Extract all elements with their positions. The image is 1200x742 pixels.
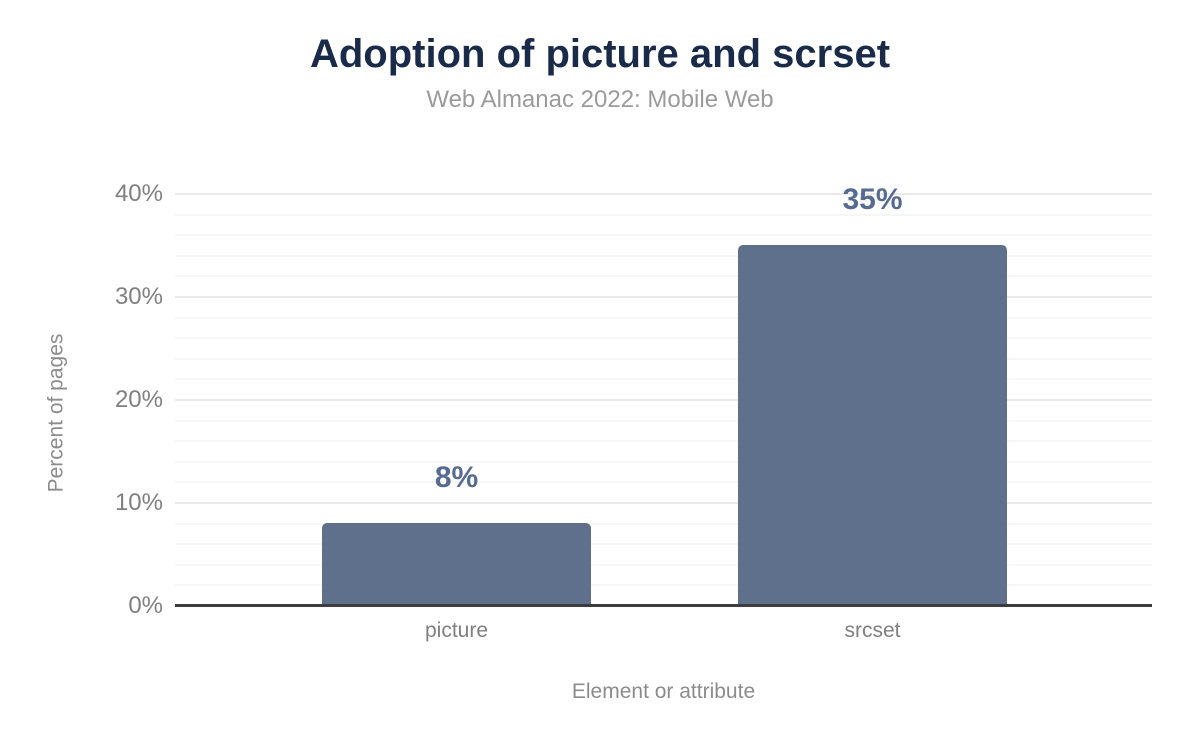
gridline-major: [175, 296, 1152, 298]
gridline-major: [175, 399, 1152, 401]
gridline-minor: [175, 584, 1152, 587]
gridline-minor: [175, 337, 1152, 340]
gridline-minor: [175, 254, 1152, 257]
y-tick-label: 0%: [128, 592, 163, 619]
gridline-minor: [175, 522, 1152, 525]
gridline-minor: [175, 419, 1152, 422]
x-axis-line: [175, 604, 1152, 607]
x-tick-label: srcset: [844, 619, 901, 642]
y-tick-label: 10%: [114, 489, 163, 516]
gridline-minor: [175, 275, 1152, 278]
chart-subtitle: Web Almanac 2022: Mobile Web: [426, 86, 774, 113]
gridline-major: [175, 502, 1152, 504]
plot-area: 0% 10% 20% 30% 40% 8% picture 35% srcset: [115, 150, 1152, 642]
y-tick-label: 40%: [114, 180, 163, 207]
bar-value-label: 35%: [842, 182, 903, 216]
gridline-minor: [175, 543, 1152, 546]
y-tick-label: 30%: [114, 283, 163, 310]
x-tick-label: picture: [424, 619, 489, 642]
bar-value-label: 8%: [434, 460, 479, 494]
gridline-minor: [175, 440, 1152, 443]
x-axis-title: Element or attribute: [571, 680, 756, 703]
gridline-major: [175, 193, 1152, 195]
bar-srcset: [738, 244, 1007, 605]
gridline-minor: [175, 234, 1152, 237]
y-tick-label: 20%: [114, 386, 163, 413]
gridline-minor: [175, 563, 1152, 566]
gridline-minor: [175, 213, 1152, 216]
bar-picture: [322, 522, 591, 605]
gridline-minor: [175, 378, 1152, 381]
gridline-minor: [175, 460, 1152, 463]
chart-title: Adoption of picture and scrset: [309, 32, 891, 76]
gridline-minor: [175, 481, 1152, 484]
gridline-minor: [175, 316, 1152, 319]
gridline-minor: [175, 357, 1152, 360]
